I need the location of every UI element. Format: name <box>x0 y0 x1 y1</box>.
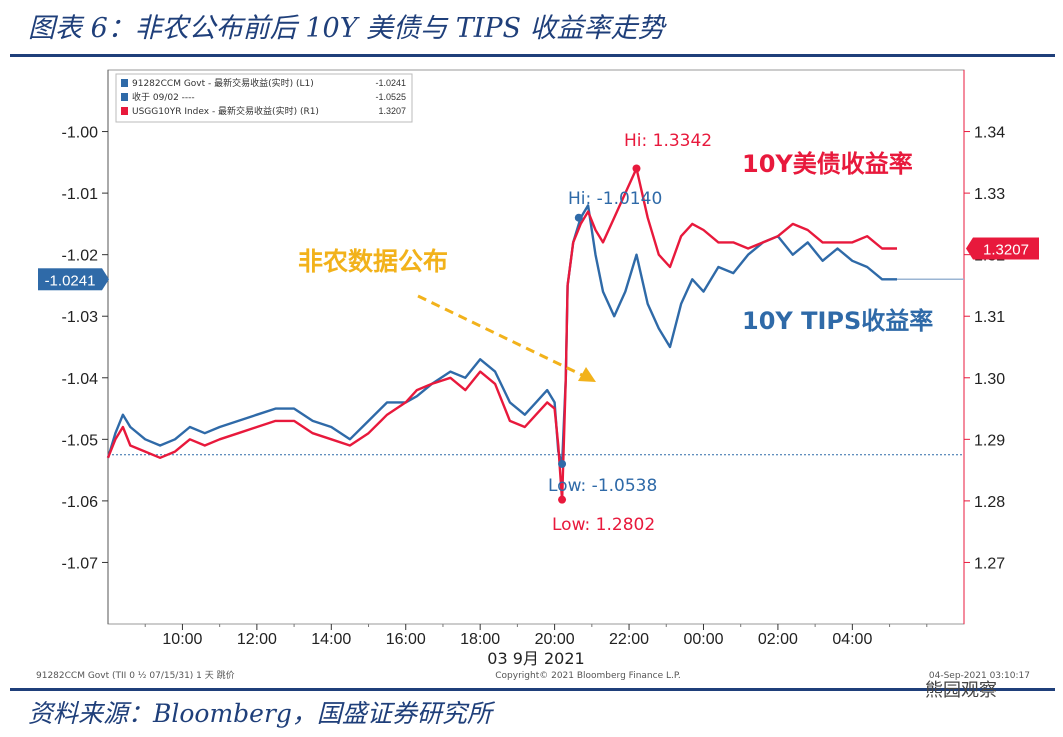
left-tick-label: -1.00 <box>62 125 99 142</box>
tips-low-marker <box>558 459 567 468</box>
x-tick-label: 12:00 <box>237 631 277 648</box>
footer-center: Copyright© 2021 Bloomberg Finance L.P. <box>495 671 680 681</box>
right-tick-label: 1.27 <box>974 555 1005 572</box>
x-tick-label: 10:00 <box>162 631 202 648</box>
right-tick-label: 1.30 <box>974 371 1005 388</box>
tips-low-label: Low: -1.0538 <box>548 476 657 496</box>
legend-swatch <box>121 79 128 87</box>
x-tick-label: 20:00 <box>535 631 575 648</box>
x-tick-label: 04:00 <box>832 631 872 648</box>
nominal-hi-marker <box>632 164 641 173</box>
nominal-low-marker <box>558 495 567 504</box>
legend-entry-label: 91282CCM Govt - 最新交易收益(实时) (L1) <box>132 77 314 89</box>
left-tick-label: -1.02 <box>62 248 99 265</box>
left-tick-label: -1.07 <box>62 555 99 572</box>
nominal-hi-label: Hi: 1.3342 <box>624 131 712 151</box>
legend-swatch <box>121 93 128 101</box>
left-current-tag-box <box>38 268 102 291</box>
right-tick-label: 1.31 <box>974 309 1005 326</box>
legend-entry-value: -1.0241 <box>375 78 406 88</box>
tips-series-label: 10Y TIPS收益率 <box>742 307 933 335</box>
legend-box <box>115 73 413 123</box>
right-tick-label: 1.29 <box>974 432 1005 449</box>
legend-entry-label: USGG10YR Index - 最新交易收益(实时) (R1) <box>132 105 319 117</box>
right-current-tag-arrow <box>966 237 973 260</box>
legend-swatch <box>121 107 128 115</box>
left-tick-label: -1.05 <box>62 432 99 449</box>
nfp-arrow-line <box>417 294 583 377</box>
footer-right: 04-Sep-2021 03:10:17 <box>929 671 1030 681</box>
left-current-tag: -1.0241 <box>45 272 96 289</box>
bottom-rule <box>10 688 1055 691</box>
legend-entry-value: 1.3207 <box>378 106 406 116</box>
tips-hi-marker <box>574 213 583 222</box>
left-tick-label: -1.01 <box>62 186 99 203</box>
source-note: 资料来源：Bloomberg，国盛证券研究所 <box>28 699 492 728</box>
x-tick-label: 00:00 <box>683 631 723 648</box>
wechat-watermark: 熊园观察 <box>925 680 997 701</box>
nominal-series-label: 10Y美债收益率 <box>742 150 913 178</box>
right-tick-label: 1.33 <box>974 186 1005 203</box>
footer-left: 91282CCM Govt (TII 0 ½ 07/15/31) 1 天 跳价 <box>36 669 235 681</box>
right-tick-label: 1.28 <box>974 494 1005 511</box>
x-tick-label: 22:00 <box>609 631 649 648</box>
nfp-arrow-head <box>578 367 596 382</box>
right-current-tag: 1.3207 <box>983 242 1029 259</box>
figure-title: 图表 6：非农公布前后 10Y 美债与 TIPS 收益率走势 <box>28 13 665 44</box>
x-axis-label: 03 9月 2021 <box>487 649 584 668</box>
x-tick-label: 14:00 <box>311 631 351 648</box>
x-tick-label: 02:00 <box>758 631 798 648</box>
right-tick-label: 1.34 <box>974 125 1005 142</box>
right-current-tag-box <box>973 237 1039 260</box>
left-current-tag-arrow <box>102 268 109 291</box>
legend-entry-value: -1.0525 <box>375 92 406 102</box>
nfp-release-label: 非农数据公布 <box>298 247 448 276</box>
plot-area <box>107 69 965 625</box>
nominal-yield-line <box>106 167 897 503</box>
legend-entry-label: 收于 09/02 ---- <box>132 91 195 103</box>
left-tick-label: -1.04 <box>62 371 99 388</box>
left-tick-label: -1.03 <box>62 309 99 326</box>
tips-hi-label: Hi: -1.0140 <box>568 189 662 209</box>
left-tick-label: -1.06 <box>62 494 99 511</box>
x-tick-label: 16:00 <box>386 631 426 648</box>
nominal-low-label: Low: 1.2802 <box>552 515 655 535</box>
x-tick-label: 18:00 <box>460 631 500 648</box>
top-rule <box>10 54 1055 57</box>
